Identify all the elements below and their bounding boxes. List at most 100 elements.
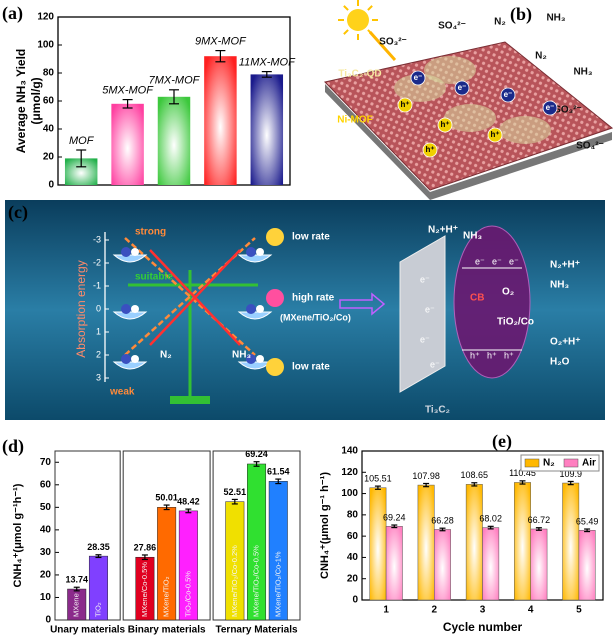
diagram-label: O₂	[502, 287, 514, 298]
category-label: MXene/Co-0.5%	[140, 562, 149, 617]
light-beam	[368, 31, 397, 61]
carrier	[542, 100, 558, 116]
value-label: 68.02	[479, 514, 502, 524]
carrier-label: e⁻	[504, 90, 513, 99]
y-tick-label: 30	[40, 547, 52, 558]
y-tick-label: 20	[43, 152, 55, 163]
value-label: 69.24	[383, 512, 406, 522]
carrier	[422, 142, 438, 158]
molecule	[256, 248, 264, 256]
bar	[482, 527, 500, 601]
carrier-label: e⁻	[425, 304, 435, 314]
y-tick-label: 100	[341, 488, 358, 499]
legend-label: N₂	[543, 458, 555, 469]
y-tick-label: 60	[43, 96, 55, 107]
bar	[385, 526, 403, 601]
carrier-label: h⁺	[440, 120, 449, 129]
molecule	[121, 354, 131, 364]
molecule	[131, 305, 139, 313]
value-label: 13.74	[65, 575, 88, 585]
value-label: 108.65	[461, 470, 489, 480]
diagram-label: N₂	[494, 17, 506, 28]
panel-label: (d)	[2, 436, 24, 457]
value-label: 28.35	[87, 542, 110, 552]
pan	[237, 254, 273, 263]
diagram-label: H₂O	[550, 357, 570, 368]
legend-swatch	[524, 458, 540, 468]
category-label: 5MX-MOF	[102, 85, 154, 97]
category-label: MOF	[69, 135, 95, 147]
diagram-label: suitable	[135, 272, 173, 283]
diagram-label: TiO₂/Co	[497, 317, 534, 328]
carrier-label: e⁻	[546, 103, 555, 112]
y-tick-label: 40	[40, 525, 52, 536]
value-label: 66.72	[528, 515, 551, 525]
category-label: MXene	[72, 593, 81, 617]
pan	[112, 361, 148, 370]
axis-tick-label: 2	[96, 349, 101, 359]
y-tick-label: 70	[40, 457, 52, 468]
y-tick-label: 40	[347, 552, 359, 563]
diagram-label: strong	[135, 227, 166, 238]
axis-tick-label: 1	[96, 326, 101, 336]
category-label: 9MX-MOF	[195, 36, 247, 48]
sun-ray	[343, 5, 349, 11]
x-tick-label: 4	[528, 605, 534, 616]
molecule	[246, 304, 256, 314]
y-tick-label: 0	[45, 615, 51, 626]
value-label: 27.86	[134, 542, 157, 552]
sun-ray	[367, 5, 373, 11]
carrier-label: e⁻	[458, 83, 467, 92]
panel-label: (a)	[2, 3, 23, 24]
carrier-label: h⁺	[470, 350, 480, 360]
group-label: Unary materials	[50, 625, 125, 636]
bar	[530, 528, 548, 601]
bar	[562, 482, 580, 601]
diagram-label: NH₃	[232, 350, 251, 361]
diagram-label: high rate	[292, 293, 335, 304]
tio2-co	[453, 225, 531, 379]
category-label: TiO₂	[93, 602, 102, 617]
y-tick-label: 60	[40, 479, 52, 490]
diagram-label: CB	[470, 293, 484, 304]
diagram-label: SO₄²⁻	[438, 21, 466, 32]
molecule	[121, 247, 131, 257]
bar	[434, 529, 451, 601]
y-tick-label: 140	[341, 446, 358, 457]
carrier-label: e⁻	[492, 256, 502, 266]
diagram-label: Ni-MOF	[337, 115, 373, 126]
carrier-label: h⁺	[425, 145, 434, 154]
category-label: MXene/TiO₂/Co-0.5%	[252, 545, 261, 617]
face	[266, 228, 284, 246]
y-tick-label: 0	[352, 595, 358, 606]
ti3c2-slab	[399, 235, 446, 393]
carrier	[487, 127, 503, 143]
trend-arrow	[149, 249, 241, 346]
sun-ray	[343, 29, 349, 35]
mof-particle	[394, 74, 446, 102]
y-tick-label: 20	[40, 570, 52, 581]
carrier-label: e⁻	[430, 359, 440, 369]
panel-label: (c)	[8, 202, 28, 223]
pan	[112, 254, 148, 263]
bar	[465, 484, 483, 601]
x-tick-label: 3	[480, 605, 486, 616]
carrier	[454, 80, 470, 96]
diagram-label: N₂+H⁺	[550, 260, 580, 271]
carrier-label: e⁻	[420, 274, 430, 284]
flow-arrow	[339, 292, 386, 316]
diagram-label: (MXene/TiO₂/Co)	[280, 312, 351, 322]
diagram-label: NH₃	[550, 280, 569, 291]
bar	[250, 74, 284, 185]
pan	[237, 311, 273, 320]
balance-base	[170, 396, 210, 404]
diagram-label: N₂	[160, 350, 172, 361]
group-frame	[54, 450, 121, 621]
category-label: MXene/TiO₂/Co-1%	[273, 551, 282, 617]
category-label: MXene/TiO₂/Co-0.2%	[230, 545, 239, 617]
x-tick-label: 1	[383, 605, 389, 616]
bar	[514, 482, 531, 601]
carrier	[500, 87, 516, 103]
value-label: 61.54	[267, 466, 290, 476]
bar	[157, 96, 191, 185]
